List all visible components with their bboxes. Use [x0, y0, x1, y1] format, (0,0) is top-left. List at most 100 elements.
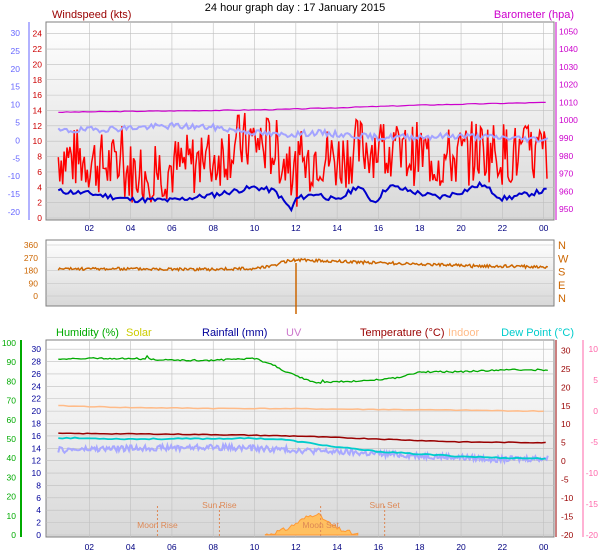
- temperature-x-tick-label: 06: [167, 542, 177, 552]
- temperature-x-tick-label: 02: [85, 542, 95, 552]
- humidity-tick-label: 50: [7, 434, 17, 444]
- windspeed-line: [57, 180, 547, 213]
- wind-x-tick-label: 00: [539, 223, 549, 233]
- marker-label: Moon Set: [302, 520, 339, 530]
- sun-moon-markers: Moon Rise Sun Rise Moon Set Sun Set: [137, 500, 400, 537]
- wind-tick-label: 8: [37, 152, 42, 162]
- direction-tick-label: 0: [33, 291, 38, 301]
- temperature-tick-label: -20: [561, 530, 574, 540]
- legend-humidity: Humidity (%): [56, 327, 119, 339]
- wind-tick-label: 0: [37, 213, 42, 223]
- temperature-tick-label: 30: [561, 345, 571, 355]
- wind-tick-label: 12: [33, 121, 43, 131]
- direction-panel-frame: [45, 239, 555, 307]
- legend-uv: UV: [286, 327, 302, 339]
- gust-line: [57, 112, 548, 207]
- wind-tick-label: 20: [33, 59, 43, 69]
- temperature-x-tick-label: 08: [208, 542, 218, 552]
- wind-x-tick-label: 06: [167, 223, 177, 233]
- wind-tick-label: 16: [33, 90, 43, 100]
- wind-tick-label: 2: [37, 198, 42, 208]
- compass-label: S: [558, 267, 565, 279]
- humidity-tick-label: 60: [7, 415, 17, 425]
- temperature-tick-label: -5: [561, 475, 569, 485]
- rain-tick-label: 18: [32, 419, 42, 429]
- outer-temp-tick-label: -15: [8, 189, 21, 199]
- wind-x-tick-label: 04: [126, 223, 136, 233]
- marker-label: Sun Set: [370, 500, 401, 510]
- outer-temp-tick-label: 15: [11, 82, 21, 92]
- baro-tick-label: 1040: [559, 44, 578, 54]
- dew-tick-label: -5: [590, 437, 598, 447]
- humidity-tick-label: 30: [7, 472, 17, 482]
- wind-x-tick-label: 18: [415, 223, 425, 233]
- compass-label: E: [558, 280, 565, 292]
- temperature-tick-label: 20: [561, 382, 571, 392]
- temperature-line: [58, 432, 546, 444]
- humidity-tick-label: 70: [7, 396, 17, 406]
- direction-tick-label: 180: [24, 266, 38, 276]
- dew-tick-label: 10: [589, 344, 599, 354]
- temperature-x-tick-label: 20: [456, 542, 466, 552]
- wind-tick-label: 6: [37, 167, 42, 177]
- page-title: 24 hour graph day : 17 January 2015: [205, 2, 385, 14]
- baro-tick-label: 980: [559, 151, 573, 161]
- rain-tick-label: 30: [32, 344, 42, 354]
- indoor-line: [58, 404, 544, 413]
- dew-point-line: [58, 436, 546, 460]
- humidity-line: [58, 354, 548, 384]
- rain-tick-label: 0: [36, 530, 41, 540]
- baro-tick-label: 1030: [559, 62, 578, 72]
- dew-tick-label: -20: [586, 530, 599, 540]
- rain-tick-label: 14: [32, 443, 42, 453]
- temperature-tick-label: 5: [561, 438, 566, 448]
- outer-temp-tick-label: -10: [8, 171, 21, 181]
- temperature-x-tick-label: 22: [498, 542, 508, 552]
- outer-temp-tick-label: 25: [11, 46, 21, 56]
- rain-tick-label: 24: [32, 381, 42, 391]
- wind-x-tick-label: 22: [498, 223, 508, 233]
- wind-panel-frame: [45, 21, 555, 221]
- dew-tick-label: -10: [586, 468, 599, 478]
- outer-temp-tick-label: 20: [11, 64, 21, 74]
- wind-x-tick-label: 08: [208, 223, 218, 233]
- outer-temp-tick-label: -5: [12, 153, 20, 163]
- baro-tick-label: 970: [559, 169, 573, 179]
- humidity-tick-label: 100: [2, 338, 16, 348]
- direction-tick-label: 360: [24, 240, 38, 250]
- outer-temp-tick-label: 30: [11, 28, 21, 38]
- rain-tick-label: 2: [36, 518, 41, 528]
- legend-indoor: Indoor: [448, 327, 480, 339]
- humidity-tick-label: 90: [7, 357, 17, 367]
- wind-x-tick-label: 14: [332, 223, 342, 233]
- rain-tick-label: 22: [32, 394, 42, 404]
- wind-x-tick-label: 10: [250, 223, 260, 233]
- humidity-tick-label: 20: [7, 492, 17, 502]
- temperature-x-tick-label: 16: [374, 542, 384, 552]
- wind-x-tick-label: 12: [291, 223, 301, 233]
- solar-area: [264, 512, 359, 536]
- baro-tick-label: 1050: [559, 26, 578, 36]
- legend-dew-point: Dew Point (°C): [501, 327, 574, 339]
- compass-label: W: [558, 253, 569, 265]
- humidity-tick-label: 80: [7, 376, 17, 386]
- marker-label: Moon Rise: [137, 520, 178, 530]
- rain-tick-label: 26: [32, 369, 42, 379]
- humidity-tick-label: 10: [7, 511, 17, 521]
- humidity-tick-label: 40: [7, 453, 17, 463]
- temperature-tick-label: -15: [561, 512, 574, 522]
- baro-axis-title: Barometer (hpa): [494, 9, 574, 21]
- rain-tick-label: 16: [32, 431, 42, 441]
- baro-tick-label: 990: [559, 133, 573, 143]
- dew-tick-label: 0: [593, 406, 598, 416]
- rain-tick-label: 8: [36, 480, 41, 490]
- rain-tick-label: 28: [32, 357, 42, 367]
- rain-tick-label: 4: [36, 505, 41, 515]
- rain-tick-label: 6: [36, 493, 41, 503]
- baro-tick-label: 950: [559, 204, 573, 214]
- temperature-x-tick-label: 10: [250, 542, 260, 552]
- rain-tick-label: 20: [32, 406, 42, 416]
- wind-tick-label: 14: [33, 105, 43, 115]
- outer-temp-tick-label: -20: [8, 207, 21, 217]
